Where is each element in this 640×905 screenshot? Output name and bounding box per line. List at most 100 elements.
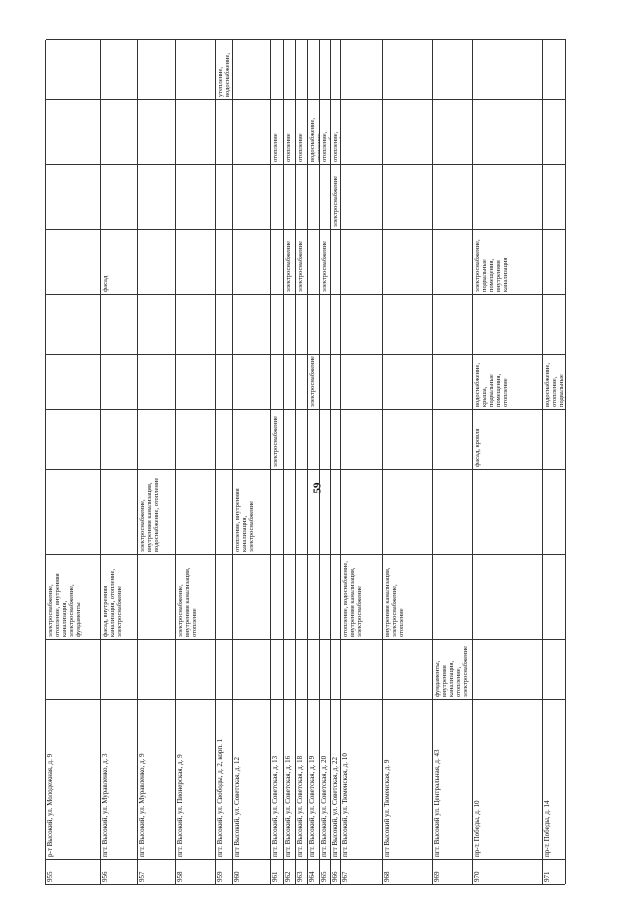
row-number: 956: [101, 859, 138, 884]
work-cell: [320, 294, 331, 354]
row-number: 966: [331, 859, 341, 884]
work-cell: [101, 639, 138, 699]
work-cell: [331, 554, 341, 639]
work-cell: [320, 354, 331, 409]
work-cell: [101, 469, 138, 554]
work-cell: [296, 409, 308, 469]
address-cell: пгт Высокий ул. Тюменская, д. 9: [383, 699, 433, 859]
table-row: 967 пгт. Высокий, ул. Тюменская, д. 10 ото…: [341, 39, 383, 884]
work-cell: [331, 39, 341, 99]
table-row: 969 пгт. Высокий ул. Центральная, д. 43 фу…: [433, 39, 473, 884]
work-cell: [284, 294, 296, 354]
table-row: 970 пр-т. Победы, д. 10 фасад, кровля водос…: [473, 39, 543, 884]
row-number: 970: [473, 859, 543, 884]
work-cell: [176, 99, 216, 164]
work-cell: [383, 294, 433, 354]
table-row: 958 пгт. Высокий, ул. Пионерская, д. 9 эле…: [176, 39, 216, 884]
work-cell: [433, 99, 473, 164]
address-cell: пгт. Высокий, ул. Советская, д. 20: [320, 699, 331, 859]
work-cell: [341, 294, 383, 354]
work-cell: [271, 354, 284, 409]
work-cell: [138, 99, 176, 164]
table-row: 957 пгт. Высокий, ул. Муравленко, д. 9 эле…: [138, 39, 176, 884]
table-row: 955 р-т Высокий, ул. Молодежная, д. 9 элек…: [46, 39, 101, 884]
work-cell: [433, 229, 473, 294]
work-cell: [433, 469, 473, 554]
work-cell: [320, 639, 331, 699]
work-cell: [176, 469, 216, 554]
work-cell: [271, 39, 284, 99]
work-cell: [216, 229, 233, 294]
work-cell: электроснабжение, внутренняя канализация…: [176, 554, 216, 639]
work-cell: [331, 409, 341, 469]
work-cell: [176, 409, 216, 469]
row-number: 964: [308, 859, 320, 884]
work-cell: [271, 639, 284, 699]
work-cell: [233, 354, 271, 409]
row-number: 967: [341, 859, 383, 884]
work-cell: [341, 39, 383, 99]
work-cell: [543, 639, 566, 699]
work-cell: [433, 409, 473, 469]
table-row: 961 пгт. Высокий, ул. Советская, д. 13 эле…: [271, 39, 284, 884]
work-cell: [233, 39, 271, 99]
work-cell: [320, 469, 331, 554]
work-cell: [543, 39, 566, 99]
work-cell: [284, 639, 296, 699]
work-cell: [296, 164, 308, 229]
work-cell: [271, 229, 284, 294]
work-cell: [383, 409, 433, 469]
work-cell: [543, 554, 566, 639]
work-cell: фундаменты, внутренняя канализация, отоп…: [433, 639, 473, 699]
work-cell: [271, 164, 284, 229]
work-cell: [296, 469, 308, 554]
work-cell: [101, 409, 138, 469]
work-cell: отопление: [271, 99, 284, 164]
work-cell: [331, 294, 341, 354]
work-cell: [383, 39, 433, 99]
work-cell: утепление, водоснабжение, водоотведение …: [216, 39, 233, 99]
work-cell: [284, 164, 296, 229]
work-cell: [216, 294, 233, 354]
work-cell: электроснабжение: [296, 229, 308, 294]
work-cell: [101, 294, 138, 354]
work-cell: [473, 294, 543, 354]
address-cell: пгт. Высокий, ул. Советская, д. 13: [271, 699, 284, 859]
address-cell: пгт. Высокий ул. Центральная, д. 43: [433, 699, 473, 859]
work-cell: [473, 554, 543, 639]
table-row: 966 пгт Высокий, ул. Советская, д. 22 элек…: [331, 39, 341, 884]
work-cell: отопление: [296, 99, 308, 164]
work-cell: [543, 99, 566, 164]
work-cell: [433, 554, 473, 639]
work-cell: [341, 354, 383, 409]
work-cell: [543, 294, 566, 354]
work-cell: [341, 229, 383, 294]
work-cell: [383, 354, 433, 409]
work-cell: [308, 39, 320, 99]
work-cell: [233, 554, 271, 639]
row-number: 955: [46, 859, 101, 884]
work-cell: [284, 39, 296, 99]
work-cell: [296, 39, 308, 99]
work-cell: [176, 354, 216, 409]
work-cell: [176, 229, 216, 294]
work-cell: [233, 294, 271, 354]
work-cell: [46, 164, 101, 229]
work-cell: фасад, внутренняя канализация, отопление…: [101, 554, 138, 639]
work-cell: [138, 39, 176, 99]
work-cell: [341, 469, 383, 554]
table-row: 965 пгт. Высокий, ул. Советская, д. 20 эле…: [320, 39, 331, 884]
work-cell: [320, 409, 331, 469]
work-cell: [331, 639, 341, 699]
work-cell: [176, 294, 216, 354]
work-cell: [233, 164, 271, 229]
work-cell: [320, 554, 331, 639]
work-cell: отопление, водоснабжение: [331, 99, 341, 164]
work-cell: [320, 39, 331, 99]
work-cell: [271, 469, 284, 554]
address-cell: пгт. Высокий, ул. Свободы, д. 2, корп. 1: [216, 699, 233, 859]
address-cell: пгт Высокий, ул. Советская, д. 22: [331, 699, 341, 859]
work-cell: [271, 294, 284, 354]
work-cell: водоснабжение, отопление: [308, 99, 320, 164]
